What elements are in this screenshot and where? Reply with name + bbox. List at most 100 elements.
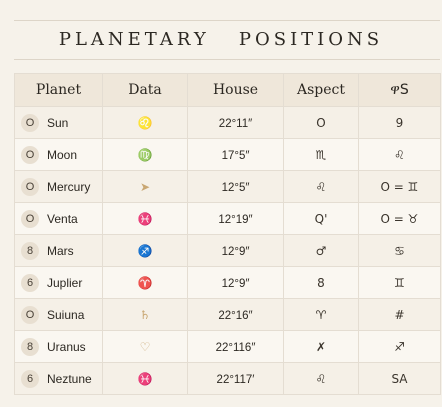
aspect-cell: ♌ bbox=[283, 170, 359, 203]
header-planet: Planet bbox=[14, 73, 103, 107]
zodiac-sign-icon: ♡ bbox=[139, 339, 151, 354]
table-header-row: Planet Data House Aspect ዋS bbox=[14, 73, 441, 107]
zodiac-sign-icon: ♓ bbox=[137, 371, 153, 386]
sign-cell: ➤ bbox=[102, 170, 188, 203]
extra-cell: SA bbox=[358, 362, 441, 395]
extra-symbol: O = ♊ bbox=[380, 179, 419, 194]
aspect-symbol: O bbox=[316, 115, 326, 130]
planet-name: Suiuna bbox=[47, 307, 85, 322]
planet-name: Moon bbox=[47, 147, 78, 162]
house-degree: 22°117′ bbox=[216, 373, 255, 386]
table-row: O Mercury ➤ 12°5″ ♌ O = ♊ bbox=[14, 170, 441, 203]
house-degree: 12°9″ bbox=[221, 277, 250, 290]
house-cell: 12°9″ bbox=[187, 234, 284, 267]
planet-cell: O Sun bbox=[14, 106, 103, 139]
planet-name: Juplier bbox=[47, 275, 83, 290]
aspect-symbol: 8 bbox=[317, 275, 325, 290]
aspect-symbol: ♏ bbox=[315, 147, 327, 162]
extra-symbol: ♋ bbox=[394, 243, 405, 258]
zodiac-sign-icon: ♍ bbox=[137, 147, 153, 162]
header-data: Data bbox=[102, 73, 188, 107]
extra-symbol: ♊ bbox=[394, 275, 405, 290]
house-degree: 22°16″ bbox=[218, 309, 253, 322]
aspect-cell: ♂ bbox=[283, 234, 359, 267]
aspect-symbol: ♌ bbox=[315, 371, 327, 386]
zodiac-sign-icon: ♐ bbox=[137, 243, 153, 258]
top-rule bbox=[14, 20, 440, 21]
planet-cell: 8 Uranus bbox=[14, 330, 103, 363]
planet-cell: O Mercury bbox=[14, 170, 103, 203]
page-title: PLANETARY POSITIONS bbox=[58, 29, 384, 50]
sign-cell: ♌ bbox=[102, 106, 188, 139]
extra-symbol: 9 bbox=[395, 115, 404, 130]
house-cell: 12°5″ bbox=[187, 170, 284, 203]
planet-number-badge: 8 bbox=[21, 337, 39, 356]
zodiac-sign-icon: ♓ bbox=[137, 211, 153, 226]
table-row: O Suiuna ♄ 22°16″ ♈ # bbox=[14, 298, 441, 331]
planet-name: Uranus bbox=[47, 339, 86, 354]
sign-cell: ♓ bbox=[102, 362, 188, 395]
table-row: 8 Mars ♐ 12°9″ ♂ ♋ bbox=[14, 234, 441, 267]
aspect-cell: Q' bbox=[283, 202, 359, 235]
aspect-symbol: ♈ bbox=[315, 307, 327, 322]
aspect-cell: 8 bbox=[283, 266, 359, 299]
planet-cell: O Suiuna bbox=[14, 298, 103, 331]
title-rule bbox=[14, 59, 440, 60]
zodiac-sign-icon: ➤ bbox=[139, 179, 151, 194]
table-row: O Moon ♍ 17°5″ ♏ ♌ bbox=[14, 138, 441, 171]
header-extra: ዋS bbox=[358, 73, 441, 107]
sign-cell: ♓ bbox=[102, 202, 188, 235]
aspect-cell: ♈ bbox=[283, 298, 359, 331]
planet-cell: O Moon bbox=[14, 138, 103, 171]
table-row: O Sun ♌ 22°11″ O 9 bbox=[14, 106, 441, 139]
sign-cell: ♡ bbox=[102, 330, 188, 363]
table-row: 8 Uranus ♡ 22°116″ ✗ ♐ bbox=[14, 330, 441, 363]
table-row: 6 Neztune ♓ 22°117′ ♌ SA bbox=[14, 362, 441, 395]
planet-name: Neztune bbox=[47, 371, 92, 386]
planet-name: Sun bbox=[47, 115, 69, 130]
planet-number-badge: 6 bbox=[21, 369, 39, 388]
header-aspect: Aspect bbox=[283, 73, 359, 107]
house-cell: 22°16″ bbox=[187, 298, 284, 331]
house-degree: 17°5″ bbox=[221, 149, 250, 162]
planet-number-badge: O bbox=[21, 177, 39, 196]
aspect-cell: O bbox=[283, 106, 359, 139]
planet-number-badge: 6 bbox=[21, 273, 39, 292]
house-cell: 22°117′ bbox=[187, 362, 284, 395]
planet-number-badge: 8 bbox=[21, 241, 39, 260]
aspect-symbol: Q' bbox=[314, 211, 328, 226]
house-cell: 12°19″ bbox=[187, 202, 284, 235]
aspect-cell: ♌ bbox=[283, 362, 359, 395]
aspect-cell: ♏ bbox=[283, 138, 359, 171]
house-degree: 22°116″ bbox=[215, 341, 256, 354]
sign-cell: ♐ bbox=[102, 234, 188, 267]
extra-cell: 9 bbox=[358, 106, 441, 139]
extra-cell: ♐ bbox=[358, 330, 441, 363]
zodiac-sign-icon: ♄ bbox=[139, 307, 151, 322]
planet-cell: 6 Neztune bbox=[14, 362, 103, 395]
aspect-symbol: ♂ bbox=[315, 243, 327, 258]
header-house: House bbox=[187, 73, 284, 107]
table-row: 6 Juplier ♈ 12°9″ 8 ♊ bbox=[14, 266, 441, 299]
aspect-symbol: ♌ bbox=[315, 179, 327, 194]
extra-cell: ♋ bbox=[358, 234, 441, 267]
extra-symbol: O = ♉ bbox=[380, 211, 419, 226]
sign-cell: ♄ bbox=[102, 298, 188, 331]
house-degree: 12°9″ bbox=[221, 245, 250, 258]
extra-cell: O = ♉ bbox=[358, 202, 441, 235]
sign-cell: ♍ bbox=[102, 138, 188, 171]
planet-number-badge: O bbox=[21, 209, 39, 228]
aspect-cell: ✗ bbox=[283, 330, 359, 363]
planet-number-badge: O bbox=[21, 145, 39, 164]
house-cell: 22°11″ bbox=[187, 106, 284, 139]
extra-cell: ♌ bbox=[358, 138, 441, 171]
positions-table: Planet Data House Aspect ዋS O Sun ♌ 22°11″ O… bbox=[14, 73, 441, 395]
extra-cell: O = ♊ bbox=[358, 170, 441, 203]
planet-name: Mercury bbox=[47, 179, 91, 194]
extra-symbol: ♐ bbox=[394, 339, 405, 354]
house-cell: 12°9″ bbox=[187, 266, 284, 299]
extra-symbol: # bbox=[394, 307, 405, 322]
planet-cell: O Venta bbox=[14, 202, 103, 235]
extra-symbol: SA bbox=[391, 371, 408, 386]
